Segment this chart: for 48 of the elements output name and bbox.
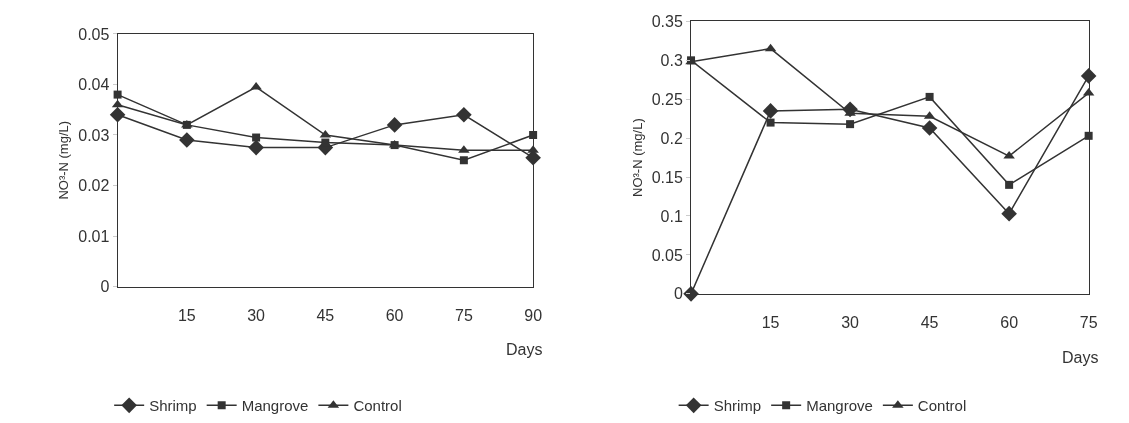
point [846,120,855,129]
legend-label: Mangrove [806,397,873,415]
y-tick-label: 0.05 [651,246,683,264]
y-tick-label: 0.01 [78,227,110,245]
x-tick-label: 75 [1079,314,1098,332]
point [248,139,264,156]
y-tick-label: 0 [100,278,110,296]
y-tick-label: 0.2 [660,129,683,147]
y-axis-title: NO³-N (mg/L) [56,120,72,200]
y-tick-label: 0.15 [651,168,683,186]
x-axis-title: Days [1062,349,1099,366]
x-tick-label: 90 [524,306,543,324]
y-tick-label: 0.1 [660,207,683,225]
point [1005,180,1014,189]
legend-label: Mangrove [241,397,309,415]
y-tick-label: 0.3 [660,51,683,69]
legend-label: Control [353,397,402,415]
x-tick-label: 60 [1000,314,1019,332]
point [459,156,468,165]
point [762,103,779,119]
x-tick-label: 75 [454,306,473,324]
x-tick-label: 15 [761,314,780,332]
y-tick-label: 0.03 [78,126,110,144]
legend-label: Shrimp [713,397,762,415]
x-tick-label: 30 [841,314,860,332]
y-tick-label: 0.05 [78,25,110,43]
point [766,118,775,127]
y-tick-label: 0.35 [651,13,683,30]
y-axis-title: NO³-N (mg/L) [629,118,645,197]
point [252,133,261,142]
x-tick-label: 45 [920,314,939,332]
y-tick-label: 0.25 [651,90,683,108]
legend-label: Shrimp [149,397,197,415]
x-tick-label: 60 [385,306,404,324]
y-tick-label: 0.02 [78,177,110,195]
legend-label: Control [917,397,967,415]
point [921,120,938,136]
y-tick-label: 0.04 [78,76,110,94]
point [386,117,403,133]
x-tick-label: 45 [316,306,335,324]
x-tick-label: 15 [177,306,196,324]
y-tick-label: 0 [673,285,683,303]
point [456,106,472,123]
x-axis-title: Days [506,341,543,358]
point [179,132,195,148]
point [1001,205,1017,222]
point [925,92,934,101]
x-tick-label: 30 [247,306,266,324]
